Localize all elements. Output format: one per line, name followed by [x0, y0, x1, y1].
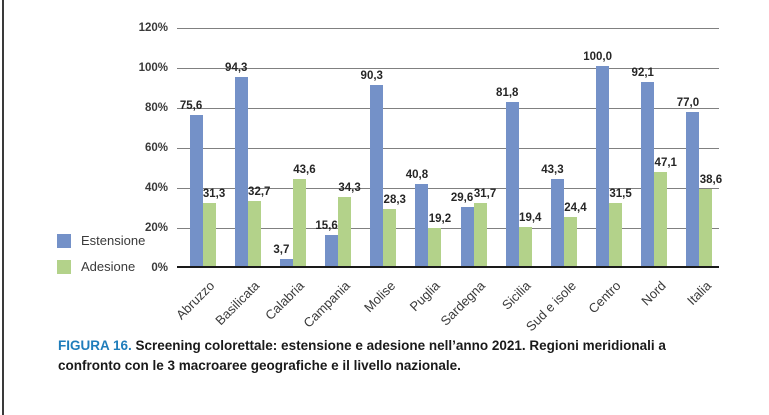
value-label-estensione: 75,6 [179, 99, 203, 112]
bar-estensione-basilicata [234, 77, 248, 266]
gridline-120 [177, 27, 719, 29]
bar-adesione-campania [338, 197, 352, 266]
chart-legend: Estensione Adesione [57, 233, 145, 285]
value-label-adesione: 38,6 [699, 173, 723, 186]
gridline-100 [177, 67, 719, 69]
value-label-adesione: 43,6 [293, 163, 316, 176]
value-label-adesione: 24,4 [564, 202, 587, 215]
value-label-estensione: 43,3 [541, 164, 564, 177]
value-label-adesione: 47,1 [654, 156, 677, 169]
bar-adesione-nord [654, 171, 668, 266]
y-tick-label: 0% [151, 262, 168, 274]
value-label-adesione: 19,2 [428, 212, 452, 225]
bar-estensione-sardegna [460, 206, 474, 266]
x-category-label: Sicilia [498, 278, 534, 313]
gridline-80 [177, 107, 719, 109]
value-label-estensione: 15,6 [315, 219, 338, 232]
value-label-estensione: 40,8 [405, 169, 429, 182]
value-label-estensione: 77,0 [676, 97, 700, 109]
value-label-adesione: 31,5 [609, 188, 632, 200]
bar-estensione-molise [370, 85, 384, 266]
figure-caption: FIGURA 16. Screening colorettale: estens… [58, 336, 728, 375]
value-label-estensione: 29,6 [450, 191, 474, 204]
gridline-20 [177, 227, 719, 229]
x-category-label: Basilicata [212, 278, 263, 328]
bar-adesione-italia [699, 188, 713, 266]
bar-adesione-calabria [292, 178, 306, 266]
x-category-label: Sardegna [437, 278, 489, 329]
bar-chart-plot-area: 0% 20% 40% 60% 80% 100% 120% 75,6 31,3 Abruzzo 94,… [139, 22, 723, 334]
y-tick-label: 80% [144, 102, 168, 114]
bar-estensione-calabria [279, 258, 293, 266]
value-label-estensione: 81,8 [496, 87, 519, 100]
x-category-label: Italia [683, 278, 715, 309]
bar-estensione-nord [641, 81, 655, 266]
gridline-60 [177, 147, 719, 149]
value-label-adesione: 34,3 [338, 182, 361, 195]
x-category-label: Nord [638, 278, 669, 309]
value-label-adesione: 31,7 [473, 187, 497, 200]
value-label-estensione: 94,3 [225, 62, 248, 75]
bar-adesione-molise [383, 209, 397, 266]
y-tick-label: 40% [144, 182, 168, 194]
x-category-label: Campania [300, 278, 353, 331]
bar-estensione-sud-e-isole [550, 179, 564, 266]
legend-label-estensione: Estensione [81, 233, 146, 248]
bar-estensione-italia [686, 112, 700, 266]
x-category-label: Abruzzo [172, 278, 218, 323]
bar-adesione-sud-e-isole [563, 217, 577, 266]
bar-estensione-centro [596, 66, 610, 266]
bar-adesione-abruzzo [202, 203, 216, 266]
legend-label-adesione: Adesione [81, 259, 136, 274]
x-axis-line [177, 266, 719, 268]
page-left-border [2, 0, 4, 415]
bar-adesione-sicilia [518, 227, 532, 266]
value-label-adesione: 31,3 [202, 188, 226, 201]
figure-caption-text: Screening colorettale: estensione e ades… [58, 338, 666, 373]
bar-estensione-campania [325, 234, 339, 266]
adesione-color-swatch [57, 259, 71, 274]
value-label-estensione: 92,1 [631, 66, 654, 79]
bar-estensione-sicilia [505, 102, 519, 266]
figure-caption-number: FIGURA 16. [58, 338, 132, 353]
estensione-color-swatch [57, 233, 71, 248]
value-label-adesione: 32,7 [248, 185, 271, 198]
y-tick-label: 20% [144, 222, 168, 234]
bar-estensione-puglia [415, 184, 429, 266]
legend-item-adesione: Adesione [57, 259, 145, 274]
value-label-adesione: 19,4 [519, 212, 542, 225]
x-category-label: Puglia [406, 278, 444, 315]
x-category-label: Molise [360, 278, 398, 316]
bar-estensione-abruzzo [189, 114, 203, 266]
bar-adesione-sardegna [473, 202, 487, 266]
legend-item-estensione: Estensione [57, 233, 145, 248]
value-label-estensione: 3,7 [273, 243, 290, 256]
value-label-estensione: 90,3 [360, 70, 383, 83]
bar-adesione-puglia [428, 227, 442, 266]
y-tick-label: 120% [138, 22, 168, 34]
y-tick-label: 60% [144, 142, 168, 154]
x-category-label: Centro [585, 278, 624, 317]
value-label-adesione: 28,3 [383, 194, 406, 207]
value-label-estensione: 100,0 [583, 51, 612, 63]
bar-adesione-basilicata [247, 200, 261, 266]
y-tick-label: 100% [138, 62, 168, 74]
x-category-label: Calabria [262, 278, 308, 323]
bar-adesione-centro [609, 203, 623, 266]
gridline-40 [177, 187, 719, 189]
